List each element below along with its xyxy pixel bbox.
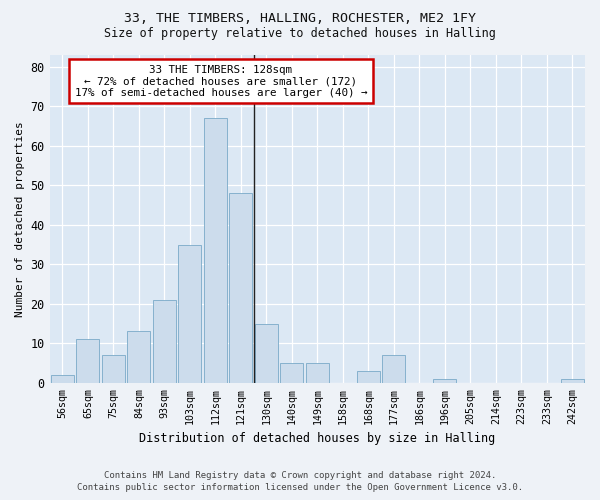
Text: Contains HM Land Registry data © Crown copyright and database right 2024.
Contai: Contains HM Land Registry data © Crown c… <box>77 471 523 492</box>
Bar <box>153 300 176 383</box>
Bar <box>255 324 278 383</box>
Y-axis label: Number of detached properties: Number of detached properties <box>15 121 25 317</box>
Text: 33, THE TIMBERS, HALLING, ROCHESTER, ME2 1FY: 33, THE TIMBERS, HALLING, ROCHESTER, ME2… <box>124 12 476 26</box>
Text: 33 THE TIMBERS: 128sqm
← 72% of detached houses are smaller (172)
17% of semi-de: 33 THE TIMBERS: 128sqm ← 72% of detached… <box>75 65 367 98</box>
Bar <box>76 340 100 383</box>
Text: Size of property relative to detached houses in Halling: Size of property relative to detached ho… <box>104 28 496 40</box>
Bar <box>306 363 329 383</box>
Bar <box>433 379 456 383</box>
Bar <box>51 375 74 383</box>
Bar <box>561 379 584 383</box>
Bar <box>280 363 304 383</box>
Bar <box>229 193 253 383</box>
Bar <box>102 355 125 383</box>
Bar <box>382 355 405 383</box>
Bar <box>204 118 227 383</box>
Bar <box>357 371 380 383</box>
X-axis label: Distribution of detached houses by size in Halling: Distribution of detached houses by size … <box>139 432 496 445</box>
Bar <box>127 332 151 383</box>
Bar <box>178 244 202 383</box>
